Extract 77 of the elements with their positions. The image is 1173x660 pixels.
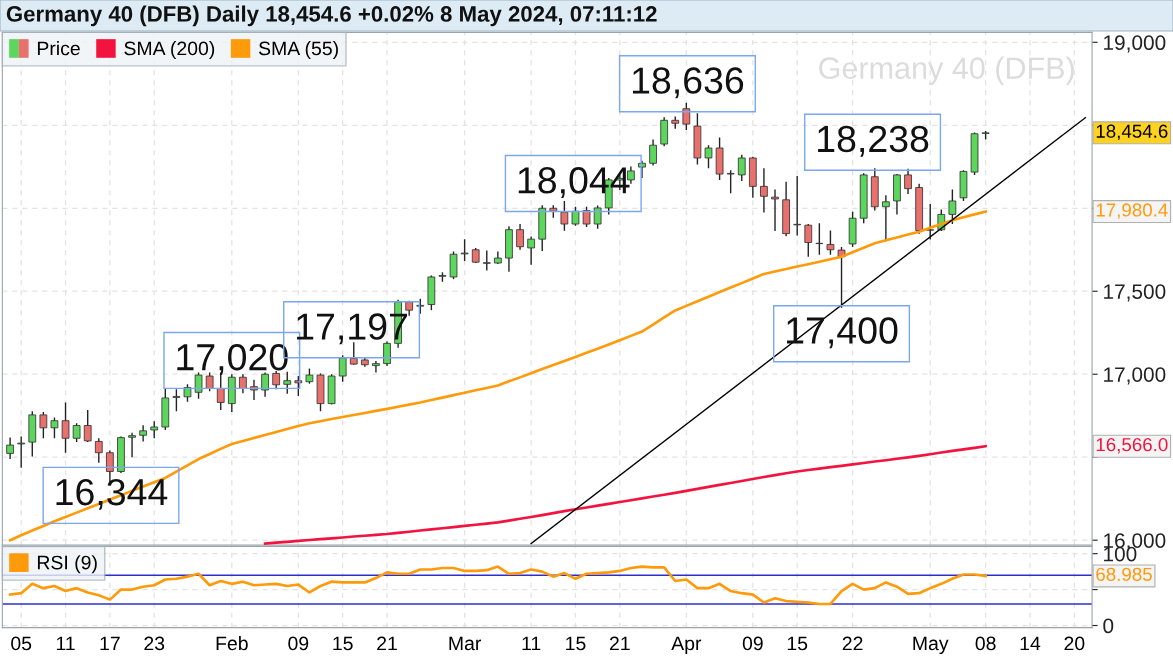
candlestick (50, 416, 59, 439)
candlestick (582, 206, 591, 228)
line-series (263, 444, 987, 545)
candlestick (948, 188, 957, 225)
candlestick (128, 431, 136, 458)
candlestick (338, 354, 347, 383)
x-tick-label: 09 (288, 636, 309, 651)
candlestick (83, 409, 92, 443)
candlestick (460, 238, 469, 262)
x-tick-label: 09 (742, 636, 763, 651)
candlestick (926, 203, 935, 241)
candlestick (560, 200, 569, 232)
annotation: 18,238 (818, 125, 929, 157)
candlestick (527, 235, 535, 266)
candlestick (826, 229, 835, 256)
line-series (8, 210, 987, 542)
x-tick-label: 15 (566, 636, 586, 651)
candlestick (649, 138, 657, 167)
candlestick (516, 223, 524, 251)
candlestick (737, 154, 746, 182)
candlestick (682, 102, 691, 131)
candlestick (172, 388, 181, 412)
candlestick (660, 116, 669, 148)
text: 18,454.6 (1096, 124, 1168, 141)
candlestick (815, 222, 824, 256)
x-tick-label: 21 (609, 636, 630, 651)
candlestick (726, 169, 735, 195)
y-tick-label: 17,500 (1104, 284, 1166, 302)
annotation: 18,636 (632, 67, 744, 99)
x-tick-label: 20 (1064, 636, 1085, 651)
candlestick (39, 411, 48, 439)
text: 68.985 (1096, 567, 1152, 581)
legend-label: RSI (9) (37, 555, 97, 574)
legend-label: SMA (200) (124, 41, 215, 60)
candlestick (61, 401, 70, 454)
y-tick-label: 0 (1103, 618, 1114, 634)
text: 17,980.4 (1096, 203, 1168, 219)
chart-title: Germany 40 (DFB) Daily 18,454.6 +0.02% 8 May 2024, 07:11:12 (6, 5, 657, 27)
x-tick-label: 15 (333, 636, 353, 651)
x-tick-label: Feb (216, 635, 248, 651)
x-tick-label: 08 (975, 636, 996, 651)
x-tick-label: 21 (377, 636, 397, 651)
candlestick (239, 373, 247, 394)
candlestick (72, 422, 81, 443)
x-tick-label: 11 (522, 636, 541, 651)
candlestick (837, 246, 846, 309)
text: 16,566.0 (1096, 438, 1168, 454)
candlestick (372, 360, 380, 374)
x-tick-label: 11 (56, 636, 75, 651)
candlestick (804, 223, 813, 258)
legend-label: SMA (55) (258, 41, 338, 60)
legend-label: Price (37, 41, 80, 56)
x-tick-label: Apr (671, 636, 702, 655)
x-tick-label: 22 (842, 636, 863, 651)
candlestick (904, 168, 912, 195)
x-tick-label: May (913, 636, 949, 655)
x-tick-label: 14 (1020, 636, 1041, 651)
candlestick (882, 194, 890, 242)
y-tick-label: 17,000 (1104, 367, 1166, 385)
candlestick (449, 250, 458, 280)
candlestick (760, 167, 768, 214)
candlestick (793, 175, 802, 237)
x-tick-label: 05 (11, 636, 32, 651)
candlestick (482, 249, 491, 272)
y-tick-label: 19,000 (1104, 35, 1166, 53)
candlestick (771, 188, 779, 232)
candlestick (704, 144, 713, 169)
annotation: 17,020 (177, 343, 288, 375)
x-tick-label: 17 (100, 636, 120, 651)
candlestick (17, 435, 26, 469)
candlestick (294, 375, 303, 397)
x-tick-label: Mar (449, 636, 482, 651)
x-tick-label: 23 (144, 636, 165, 651)
x-tick-label: 15 (787, 636, 808, 651)
candlestick (571, 206, 580, 227)
candlestick (6, 436, 14, 460)
candlestick (94, 437, 103, 464)
